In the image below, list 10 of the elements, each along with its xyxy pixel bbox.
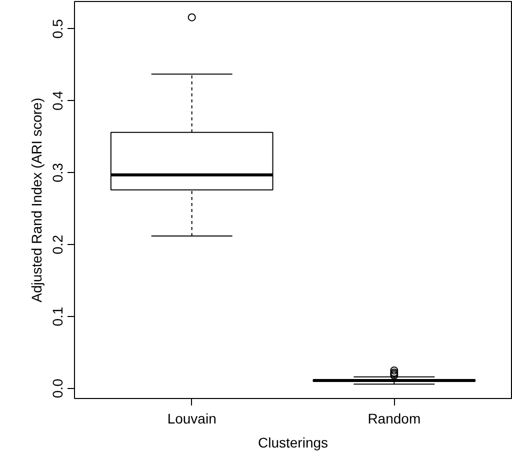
y-tick-label: 0.4: [50, 90, 66, 110]
x-tick-label: Louvain: [167, 410, 216, 426]
y-tick-label: 0.1: [50, 306, 66, 326]
y-tick-label: 0.0: [50, 378, 66, 398]
x-tick-label: Random: [368, 410, 421, 426]
y-tick-label: 0.2: [50, 234, 66, 254]
y-tick-label: 0.5: [50, 18, 66, 39]
y-tick-label: 0.3: [50, 162, 66, 182]
y-axis-title: Adjusted Rand Index (ARI score): [28, 98, 44, 302]
x-axis-title: Clusterings: [258, 434, 328, 450]
